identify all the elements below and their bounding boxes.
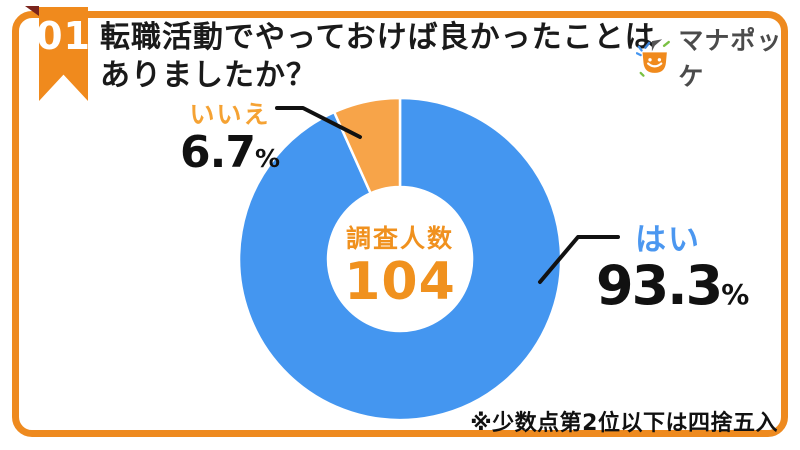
logo-text: マナポッケ <box>678 26 783 91</box>
survey-count-label: 調査人数 <box>345 224 454 253</box>
pocket-face-icon <box>642 52 667 73</box>
label-no: いいえ 6.7% <box>178 95 282 175</box>
title-line-1: 転職活動でやっておけば良かったことは <box>100 20 656 55</box>
donut-slice-yes <box>237 96 563 422</box>
page-title: 転職活動でやっておけば良かったことは ありましたか？ <box>100 19 656 95</box>
donut-slice-no <box>332 96 402 195</box>
label-no-name: いいえ <box>189 100 271 129</box>
pocket-item-flag-icon <box>651 39 663 52</box>
manapokke-mascot-icon <box>636 39 670 77</box>
label-yes-value: 93.3% <box>596 254 750 317</box>
survey-count-value: 104 <box>344 252 456 312</box>
label-no-value: 6.7% <box>179 127 280 178</box>
callout-line-no <box>275 106 362 139</box>
ribbon-fold <box>25 6 39 16</box>
donut-center-label: 調査人数 104 <box>310 219 490 310</box>
label-yes-name: はい <box>635 222 701 258</box>
badge-number: 01 <box>36 14 91 58</box>
logo: マナポッケ <box>636 21 800 93</box>
footnote: ※少数点第2位以下は四捨五入 <box>470 411 778 436</box>
title-line-2: ありましたか？ <box>100 58 317 93</box>
callout-line-yes <box>538 235 620 284</box>
label-yes: はい 93.3% <box>596 214 750 317</box>
border-frame <box>12 11 788 437</box>
number-badge: 01 <box>39 7 88 101</box>
